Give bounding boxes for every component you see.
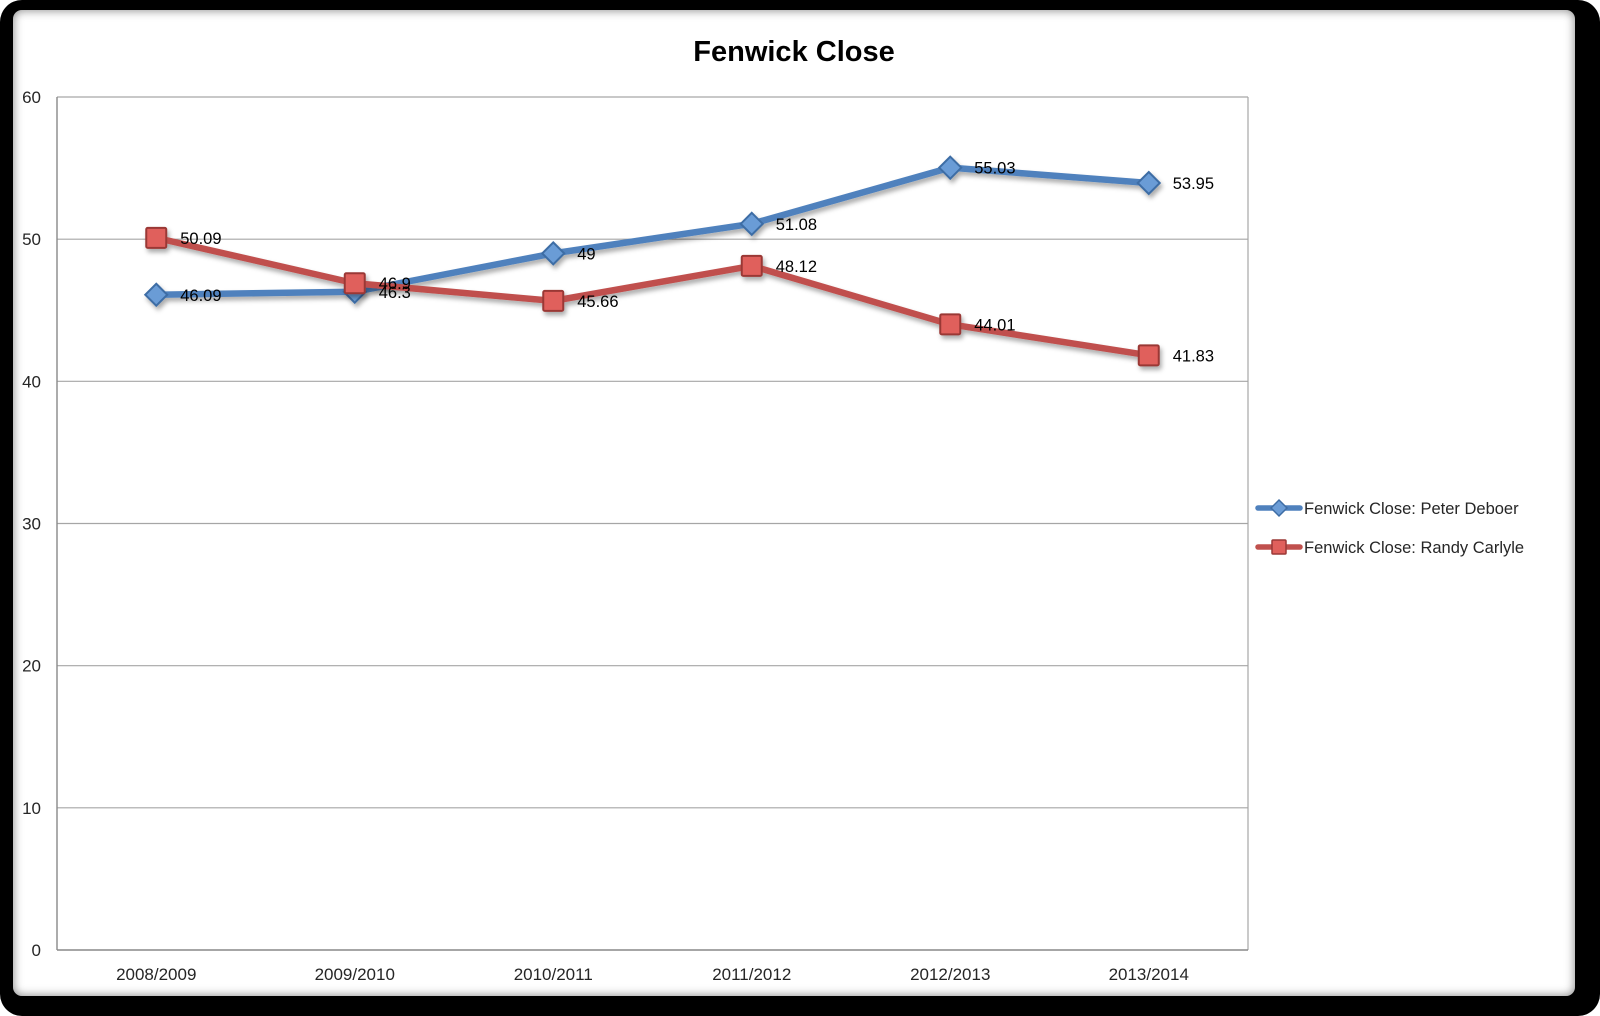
- x-tick-label: 2013/2014: [1109, 965, 1189, 984]
- legend-label-peter-deboer: Fenwick Close: Peter Deboer: [1304, 500, 1519, 518]
- data-point-marker-peter-deboer: [143, 282, 169, 308]
- y-tick-label: 60: [22, 88, 41, 107]
- gridlines: [57, 96, 1248, 809]
- series-randy-carlyle: [145, 226, 1160, 367]
- series-peter-deboer: [143, 155, 1162, 308]
- chart-canvas: Fenwick Close 0 10 20 30 40 50 60 2008/2009 2009…: [13, 10, 1575, 996]
- data-label-peter-deboer: 46.3: [379, 284, 411, 302]
- data-label-randy-carlyle: 41.83: [1173, 347, 1214, 365]
- data-point-marker-peter-deboer: [1136, 170, 1162, 196]
- y-tick-label: 40: [22, 372, 41, 391]
- legend-label-randy-carlyle: Fenwick Close: Randy Carlyle: [1304, 539, 1524, 557]
- legend: Fenwick Close: Peter Deboer Fenwick Close…: [1255, 498, 1524, 557]
- data-label-randy-carlyle: 50.09: [180, 230, 221, 248]
- data-labels: 46.09 46.3 49 51.08 55.03 53.95 50.09 46.9 45.66…: [180, 160, 1214, 366]
- data-label-randy-carlyle: 45.66: [577, 293, 618, 311]
- data-label-peter-deboer: 55.03: [974, 160, 1015, 178]
- x-tick-label: 2010/2011: [514, 965, 593, 984]
- legend-marker-peter-deboer: [1269, 498, 1289, 518]
- x-tick-label: 2008/2009: [116, 965, 196, 984]
- y-tick-label: 20: [22, 657, 41, 676]
- y-tick-label: 30: [22, 515, 41, 534]
- data-point-marker-randy-carlyle: [740, 254, 763, 277]
- x-tick-label: 2011/2012: [712, 965, 791, 984]
- y-tick-label: 0: [32, 941, 41, 960]
- legend-item-randy-carlyle: Fenwick Close: Randy Carlyle: [1255, 539, 1524, 557]
- x-tick-label: 2009/2010: [315, 965, 395, 984]
- chart-title: Fenwick Close: [693, 36, 895, 68]
- data-point-marker-randy-carlyle: [343, 272, 366, 295]
- data-point-marker-peter-deboer: [540, 240, 566, 266]
- series-line-peter-deboer: [153, 164, 1152, 299]
- line-chart: 0 10 20 30 40 50 60 2008/2009 2009/2010 2010/2011…: [22, 88, 1524, 984]
- data-point-marker-randy-carlyle: [145, 226, 168, 249]
- data-point-marker-randy-carlyle: [542, 289, 565, 312]
- data-point-marker-peter-deboer: [739, 211, 765, 237]
- data-label-randy-carlyle: 46.9: [379, 275, 411, 293]
- data-label-peter-deboer: 46.09: [180, 287, 221, 305]
- data-label-peter-deboer: 49: [577, 245, 595, 263]
- legend-item-peter-deboer: Fenwick Close: Peter Deboer: [1255, 498, 1519, 518]
- series-line-randy-carlyle: [153, 234, 1152, 359]
- x-tick-label: 2012/2013: [910, 965, 990, 984]
- data-point-marker-randy-carlyle: [939, 313, 962, 336]
- data-point-marker-randy-carlyle: [1137, 344, 1160, 367]
- data-point-marker-peter-deboer: [937, 155, 963, 181]
- y-tick-label: 50: [22, 230, 41, 249]
- data-label-peter-deboer: 51.08: [776, 216, 817, 234]
- data-label-randy-carlyle: 44.01: [974, 316, 1015, 334]
- data-label-peter-deboer: 53.95: [1173, 175, 1214, 193]
- y-axis-labels: 0 10 20 30 40 50 60: [22, 88, 41, 960]
- legend-marker-randy-carlyle: [1271, 539, 1287, 555]
- data-label-randy-carlyle: 48.12: [776, 258, 817, 276]
- x-axis-labels: 2008/2009 2009/2010 2010/2011 2011/2012 2012…: [116, 965, 1189, 984]
- y-tick-label: 10: [22, 799, 41, 818]
